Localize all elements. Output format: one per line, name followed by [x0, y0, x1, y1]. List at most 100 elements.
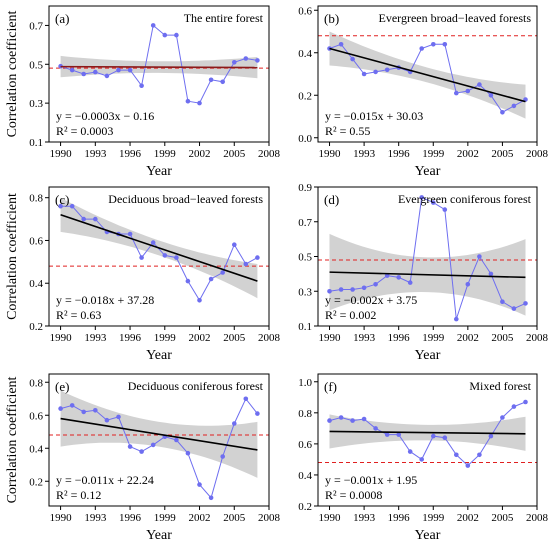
data-point	[127, 231, 133, 237]
data-point	[197, 100, 202, 106]
x-tick-label: 1996	[119, 148, 142, 160]
data-point	[511, 103, 517, 109]
data-point	[220, 79, 225, 85]
data-point	[197, 298, 202, 303]
x-tick-label: 1990	[50, 332, 73, 344]
data-point	[431, 42, 436, 47]
data-point	[454, 452, 459, 458]
panel-b: 1990 1993 1996 1999 2002 2005 2008 0.0 0.2 0.4 0.6…	[298, 5, 548, 179]
data-point	[197, 482, 202, 487]
y-tick-label: 0.3	[29, 98, 43, 110]
y-axis-title: Correlation coefficient	[5, 376, 20, 503]
data-point	[431, 433, 436, 439]
data-point	[338, 415, 344, 420]
x-tick-label: 1996	[119, 332, 142, 344]
x-tick-label: 2008	[526, 512, 549, 524]
data-point	[361, 71, 367, 77]
y-tick-label: 0.9	[298, 182, 312, 194]
x-tick-label: 2005	[491, 332, 514, 344]
x-tick-label: 2008	[526, 332, 549, 344]
x-tick-label: 1996	[388, 512, 411, 524]
data-point	[232, 421, 237, 426]
y-tick-label: 0.1	[298, 321, 312, 333]
x-tick-label: 2005	[223, 512, 246, 524]
x-tick-label: 2005	[491, 512, 514, 524]
x-tick-label: 1996	[388, 332, 411, 344]
data-point	[431, 200, 436, 205]
regression-equation: y = −0.015x + 30.03	[325, 109, 423, 123]
panel-title: The entire forest	[184, 11, 264, 25]
data-point	[127, 67, 133, 73]
panel-letter: (c)	[55, 192, 69, 207]
regression-equation: y = −0.001x + 1.95	[325, 473, 417, 487]
data-point	[208, 276, 214, 282]
x-tick-label: 1993	[84, 512, 107, 524]
y-tick-label: 0.4	[298, 48, 312, 60]
data-point	[454, 316, 459, 322]
plot-frame	[48, 373, 270, 507]
data-point	[373, 426, 378, 431]
data-point	[419, 46, 425, 51]
r-squared-label: R² = 0.0008	[325, 488, 382, 502]
y-tick-label: 0.5	[298, 252, 312, 264]
y-tick-label: 0.5	[29, 59, 43, 71]
panel-title: Deciduous coniferous forest	[128, 379, 264, 393]
panel-c: 1990 1993 1996 1999 2002 2005 2008 0.2 0.4 0.6 0.8…	[5, 186, 281, 363]
data-point	[327, 46, 332, 51]
data-point	[361, 416, 367, 422]
r-squared-label: R² = 0.12	[56, 488, 101, 502]
plot-frame	[317, 5, 538, 143]
data-point	[361, 285, 367, 291]
data-point	[243, 261, 249, 267]
x-tick-label: 1993	[353, 512, 376, 524]
data-point	[81, 71, 86, 77]
regression-line	[60, 417, 258, 451]
panel-letter: (d)	[324, 192, 339, 207]
x-tick-label: 1999	[422, 148, 445, 160]
data-point	[232, 60, 237, 65]
r-squared-label: R² = 0.63	[56, 308, 101, 322]
y-axis-title: Correlation coefficient	[5, 10, 20, 137]
y-tick-label: 0.2	[29, 321, 43, 333]
panel-title: Mixed forest	[469, 379, 531, 393]
data-point	[58, 406, 63, 411]
data-point	[442, 207, 448, 212]
y-tick-label: 0.3	[298, 286, 312, 298]
plot-frame	[48, 186, 270, 327]
x-tick-label: 2002	[189, 512, 211, 524]
data-point	[511, 306, 517, 311]
panel-a: 1990 1993 1996 1999 2002 2005 2008 0.1 0.3 0.5 0.7…	[5, 5, 281, 179]
y-tick-label: 0.6	[29, 410, 43, 422]
panel-title: Evergreen coniferous forest	[398, 192, 532, 206]
data-point	[419, 195, 425, 200]
y-tick-label: 0.6	[298, 439, 312, 451]
data-point	[350, 418, 355, 423]
x-tick-label: 1990	[50, 512, 73, 524]
data-point	[454, 90, 459, 96]
x-tick-label: 2008	[258, 332, 281, 344]
panel-d: 1990 1993 1996 1999 2002 2005 2008 0.1 0.3 0.5 0.7…	[298, 182, 548, 363]
y-tick-label: 0.2	[298, 501, 312, 513]
panel-letter: (e)	[55, 379, 69, 394]
data-point	[477, 82, 482, 87]
data-point	[81, 409, 86, 415]
panel-letter: (b)	[324, 11, 339, 26]
x-tick-label: 1996	[388, 148, 411, 160]
regression-equation: y = −0.011x + 22.24	[56, 473, 154, 487]
data-point	[220, 454, 225, 459]
data-point	[500, 110, 505, 115]
data-point	[338, 287, 344, 292]
regression-equation: y = −0.002x + 3.75	[325, 293, 417, 307]
data-point	[465, 282, 471, 287]
regression-equation: y = −0.018x + 37.28	[56, 293, 154, 307]
data-point	[255, 255, 260, 260]
data-point	[373, 282, 378, 287]
data-point	[384, 67, 390, 73]
y-tick-label: 0.6	[298, 5, 312, 17]
data-point	[465, 463, 471, 468]
x-tick-label: 2005	[223, 148, 246, 160]
data-point	[232, 242, 237, 247]
data-point	[373, 69, 378, 75]
data-point	[174, 437, 179, 443]
